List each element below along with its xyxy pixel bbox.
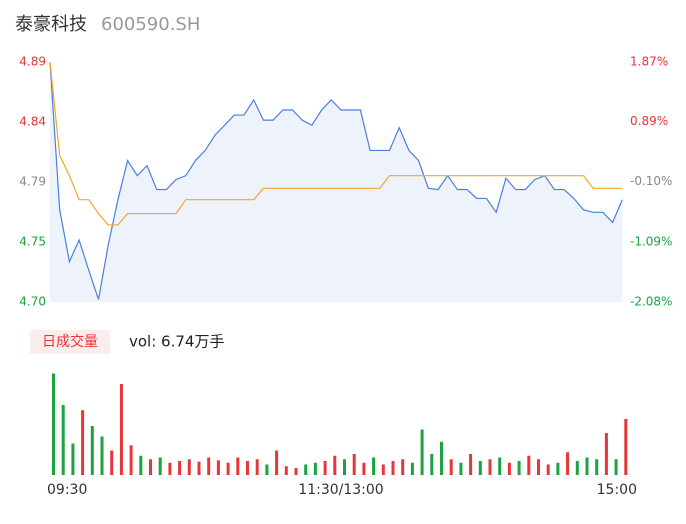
y2-tick-label: -0.10% bbox=[630, 174, 672, 188]
average-line bbox=[49, 61, 623, 226]
volume-bar bbox=[401, 459, 405, 475]
volume-bar bbox=[187, 459, 191, 475]
volume-bar bbox=[226, 462, 230, 475]
y2-tick-label: -2.08% bbox=[630, 295, 672, 309]
volume-bar bbox=[575, 461, 579, 475]
volume-bar bbox=[527, 455, 531, 475]
stock-name: 泰豪科技 bbox=[15, 14, 87, 35]
volume-bar bbox=[313, 462, 317, 475]
volume-bar bbox=[81, 410, 85, 475]
volume-bar bbox=[139, 455, 143, 475]
volume-bar bbox=[178, 461, 182, 475]
y-tick-label: 4.79 bbox=[19, 175, 46, 189]
volume-bar bbox=[90, 426, 94, 475]
volume-total: vol: 6.74万手 bbox=[129, 333, 224, 351]
y2-tick-label: -1.09% bbox=[630, 234, 672, 248]
volume-bar bbox=[168, 462, 172, 475]
volume-bar bbox=[410, 462, 414, 475]
y2-tick-label: 0.89% bbox=[630, 114, 668, 128]
volume-bar bbox=[333, 455, 337, 475]
x-tick-label: 11:30/13:00 bbox=[298, 482, 383, 498]
volume-tag-bg bbox=[30, 330, 110, 354]
volume-bar bbox=[391, 461, 395, 475]
y-tick-label: 4.89 bbox=[19, 55, 46, 69]
volume-bar bbox=[507, 462, 511, 475]
y-tick-label: 4.84 bbox=[19, 115, 46, 129]
volume-bar bbox=[440, 441, 443, 475]
volume-bar bbox=[61, 405, 65, 475]
volume-bar bbox=[294, 468, 298, 475]
volume-bar bbox=[488, 459, 492, 475]
y-tick-label: 4.75 bbox=[19, 235, 46, 249]
volume-bar bbox=[430, 454, 434, 475]
volume-bar bbox=[216, 460, 220, 475]
volume-bar bbox=[323, 461, 327, 475]
volume-bar bbox=[207, 457, 211, 475]
volume-bar bbox=[469, 454, 473, 475]
volume-tag: 日成交量 bbox=[42, 333, 98, 350]
volume-bar bbox=[614, 459, 618, 475]
volume-bar bbox=[71, 443, 75, 475]
volume-bar bbox=[100, 436, 104, 475]
volume-bar bbox=[275, 450, 279, 475]
volume-bar bbox=[236, 457, 240, 475]
volume-bar bbox=[420, 429, 424, 475]
volume-bar bbox=[566, 452, 570, 475]
volume-bar bbox=[517, 461, 521, 475]
volume-bar bbox=[624, 419, 628, 475]
stock-code: 600590.SH bbox=[101, 14, 200, 35]
volume-bar bbox=[498, 457, 502, 475]
volume-bar bbox=[255, 459, 259, 475]
volume-bar bbox=[546, 464, 550, 475]
volume-bar bbox=[149, 459, 152, 475]
volume-bar bbox=[52, 373, 55, 475]
y2-tick-label: 1.87% bbox=[630, 55, 668, 69]
volume-bar bbox=[372, 457, 376, 475]
volume-bar bbox=[352, 454, 356, 475]
volume-bar bbox=[537, 459, 540, 475]
volume-bar bbox=[246, 461, 249, 475]
volume-bar bbox=[158, 457, 162, 475]
volume-bar bbox=[585, 457, 589, 475]
price-line bbox=[49, 61, 623, 300]
volume-bar bbox=[556, 462, 560, 475]
volume-bar bbox=[129, 445, 133, 475]
price-area bbox=[50, 62, 623, 302]
volume-bar bbox=[110, 450, 114, 475]
volume-bar bbox=[119, 384, 123, 475]
volume-bar bbox=[595, 459, 599, 475]
x-tick-label: 15:00 bbox=[597, 482, 637, 498]
volume-bar bbox=[197, 461, 201, 475]
volume-bar bbox=[449, 459, 453, 475]
y-tick-label: 4.70 bbox=[19, 295, 46, 309]
volume-bar bbox=[343, 459, 346, 475]
volume-bar bbox=[304, 464, 308, 475]
x-tick-label: 09:30 bbox=[47, 482, 87, 498]
volume-bar bbox=[604, 433, 608, 475]
volume-bar bbox=[362, 462, 366, 475]
volume-bar bbox=[478, 461, 482, 475]
volume-bar bbox=[284, 466, 288, 475]
volume-bar bbox=[459, 462, 463, 475]
volume-bar bbox=[265, 464, 269, 475]
volume-bar bbox=[381, 464, 385, 475]
